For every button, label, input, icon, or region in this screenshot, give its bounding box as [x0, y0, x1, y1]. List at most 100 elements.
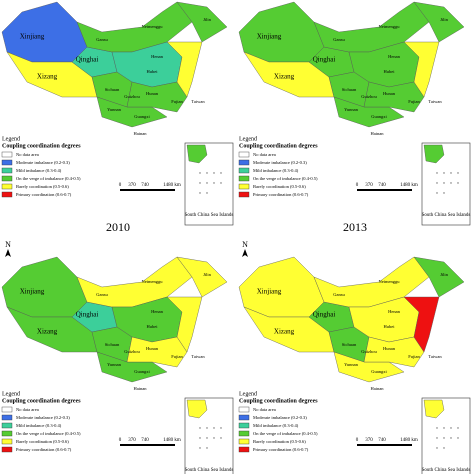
inset-island — [443, 447, 445, 449]
scale-label: 1480 km — [163, 183, 181, 188]
legend-label: Barely coordination (0.5-0.6) — [253, 439, 306, 444]
region-label: Neimenggu — [379, 24, 401, 29]
inset-island — [450, 437, 452, 439]
region-label: Hainan — [371, 386, 385, 391]
scale-bar-line — [357, 189, 412, 191]
inset: South China Sea Islands — [422, 142, 471, 226]
inset-island — [199, 192, 201, 194]
region — [126, 81, 188, 113]
region-label: Guizhou — [361, 94, 377, 99]
region-label: Jilin — [440, 272, 449, 277]
scale-label: 370 — [128, 183, 136, 188]
region-label: Hubei — [384, 69, 396, 74]
inset-island — [220, 427, 222, 429]
region-label: Neimenggu — [379, 279, 401, 284]
legend-label: On the verge of imbalance (0.4-0.5) — [16, 431, 81, 436]
legend-swatch — [1, 406, 13, 413]
legend-swatch — [1, 151, 13, 158]
legend-label: Barely coordination (0.5-0.6) — [16, 184, 69, 189]
region — [403, 296, 440, 353]
region-label: Henan — [388, 54, 400, 59]
legend-label: Mild imbalance (0.3-0.4) — [16, 423, 62, 428]
legend-title: Legend — [2, 391, 20, 397]
legend-label: No data area — [253, 407, 276, 412]
scale-label: 370 — [128, 438, 136, 443]
scale-label: 370 — [365, 183, 373, 188]
region-label: Hainan — [134, 386, 148, 391]
region-label: Hubei — [384, 324, 396, 329]
region-label: Xizang — [37, 73, 58, 81]
legend-label: Primary coordination (0.6-0.7) — [16, 192, 72, 197]
north-arrow: N — [242, 240, 248, 249]
legend-label: No data area — [16, 152, 39, 157]
north-arrow: N — [5, 240, 11, 249]
legend-label: Moderate imbalance (0.2-0.3) — [16, 160, 70, 165]
legend-label: Barely coordination (0.5-0.6) — [16, 439, 69, 444]
legend-label: No data area — [253, 152, 276, 157]
legend-label: Primary coordination (0.6-0.7) — [16, 447, 72, 452]
inset-island — [220, 437, 222, 439]
legend-label: Mild imbalance (0.3-0.4) — [253, 168, 299, 173]
region — [1, 256, 88, 318]
region-label: Hubei — [147, 324, 159, 329]
inset-island — [213, 427, 215, 429]
inset-island — [457, 172, 459, 174]
legend-label: Primary coordination (0.6-0.7) — [253, 192, 309, 197]
region — [238, 1, 325, 63]
legend-swatch — [238, 191, 250, 198]
inset-island — [220, 182, 222, 184]
region-label: Xizang — [274, 73, 295, 81]
inset-island — [436, 172, 438, 174]
region-label: Henan — [151, 54, 163, 59]
map-panel: Xinjiang Xizang Qinghai Gansu Neimenggu Jilin… — [1, 1, 233, 234]
north-arrow-icon — [5, 249, 11, 257]
region-label: Hunan — [383, 91, 396, 96]
region-label: Hubei — [147, 69, 159, 74]
region-label: Fujian — [408, 99, 420, 104]
inset-island — [436, 447, 438, 449]
region — [363, 81, 425, 113]
map-panel: N Xinjiang Xizang Qinghai Gansu Neimenggu Jili… — [238, 240, 471, 474]
legend-label: On the verge of imbalance (0.4-0.5) — [16, 176, 81, 181]
region-label: Sichuan — [105, 342, 120, 347]
region-label: Jilin — [440, 17, 449, 22]
inset: South China Sea Islands — [185, 142, 233, 226]
region-label: Fujian — [408, 354, 420, 359]
inset-label: South China Sea Islands — [422, 213, 471, 218]
legend-swatch — [238, 167, 250, 174]
region-label: Sichuan — [342, 87, 357, 92]
legend-swatch — [238, 438, 250, 445]
legend-label: Mild imbalance (0.3-0.4) — [253, 423, 299, 428]
region — [126, 336, 188, 368]
legend-label: On the verge of imbalance (0.4-0.5) — [253, 431, 318, 436]
scale-bar-line — [120, 189, 175, 191]
region-label: Jilin — [203, 272, 212, 277]
legend-swatch — [1, 175, 13, 182]
region-label: Qinghai — [76, 56, 99, 64]
region-label: Guangxi — [134, 114, 150, 119]
region-label: Sichuan — [105, 87, 120, 92]
inset-label: South China Sea Islands — [422, 468, 471, 473]
region — [413, 256, 465, 298]
legend-swatch — [238, 183, 250, 190]
legend-label: Mild imbalance (0.3-0.4) — [16, 168, 62, 173]
region — [1, 1, 88, 63]
region — [176, 1, 228, 43]
north-arrow-icon — [242, 249, 248, 257]
scale-label: 0 — [356, 438, 359, 443]
map: Xinjiang Xizang Qinghai Gansu Neimenggu Jilin… — [1, 256, 228, 391]
inset-island — [199, 172, 201, 174]
legend-subtitle: Coupling coordination degrees — [239, 398, 318, 404]
inset: South China Sea Islands — [422, 397, 471, 474]
legend-swatch — [238, 414, 250, 421]
legend-swatch — [1, 422, 13, 429]
region-label: Gansu — [96, 37, 108, 42]
region-label: Xinjiang — [20, 288, 45, 296]
inset-island — [450, 427, 452, 429]
region-label: Qinghai — [313, 311, 336, 319]
inset-coast — [423, 399, 445, 419]
legend-label: Moderate imbalance (0.2-0.3) — [253, 160, 307, 165]
region-label: Yunnan — [107, 107, 121, 112]
inset-island — [436, 437, 438, 439]
